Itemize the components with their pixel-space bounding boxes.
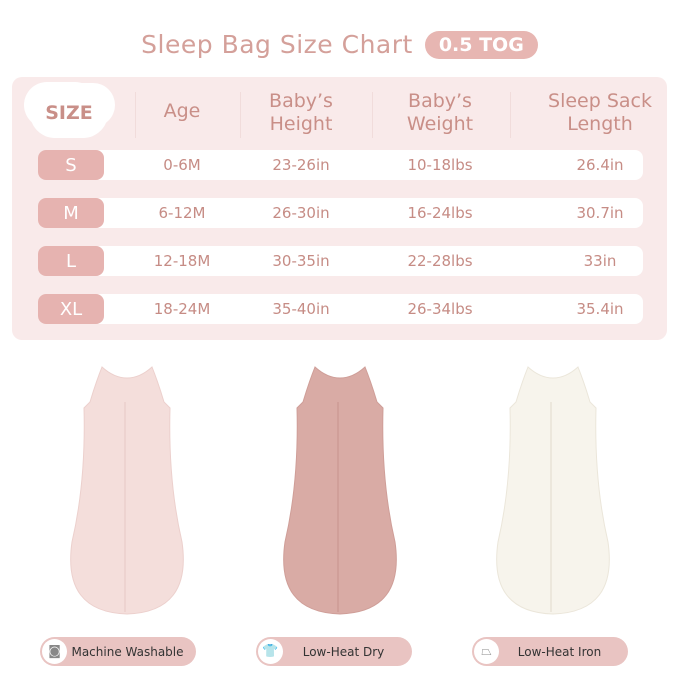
- header-line: Baby’s: [269, 90, 333, 112]
- care-machine-washable: ◙ Machine Washable: [40, 637, 196, 666]
- size-cell: M: [38, 198, 104, 228]
- size-cell: XL: [38, 294, 104, 324]
- care-low-heat-dry: 👕 Low-Heat Dry: [256, 637, 412, 666]
- height-cell: 26-30in: [272, 204, 330, 222]
- height-header: Baby’s Height: [269, 90, 333, 136]
- size-row-l: L 12-18M 30-35in 22-28lbs 33in: [38, 246, 643, 276]
- header-line: Weight: [406, 113, 474, 135]
- header-line: Length: [567, 113, 633, 135]
- care-label: Machine Washable: [71, 644, 184, 659]
- chart-title: Sleep Bag Size Chart 0.5 TOG: [0, 30, 679, 59]
- age-cell: 0-6M: [163, 156, 201, 174]
- header-line: Height: [269, 113, 333, 135]
- age-cell: 12-18M: [153, 252, 211, 270]
- size-row-m: M 6-12M 26-30in 16-24lbs 30.7in: [38, 198, 643, 228]
- height-cell: 23-26in: [272, 156, 330, 174]
- care-low-heat-iron: ⏢ Low-Heat Iron: [472, 637, 628, 666]
- divider: [240, 92, 241, 138]
- sleep-sack-light-pink: [70, 366, 184, 615]
- iron-icon: ⏢: [474, 639, 499, 664]
- height-cell: 30-35in: [272, 252, 330, 270]
- size-cell: L: [38, 246, 104, 276]
- length-cell: 26.4in: [576, 156, 624, 174]
- care-label: Low-Heat Dry: [302, 644, 385, 659]
- weight-cell: 22-28lbs: [407, 252, 473, 270]
- header-line: Baby’s: [408, 90, 472, 112]
- size-header-cloud: SIZE: [30, 88, 108, 138]
- size-header: SIZE: [45, 102, 93, 124]
- washing-machine-icon: ◙: [42, 639, 67, 664]
- divider: [510, 92, 511, 138]
- tshirt-dry-icon: 👕: [258, 639, 283, 664]
- title-text: Sleep Bag Size Chart: [141, 30, 413, 59]
- sleep-sack-mauve: [283, 366, 397, 615]
- weight-cell: 26-34lbs: [407, 300, 473, 318]
- age-header: Age: [163, 100, 201, 122]
- age-cell: 18-24M: [153, 300, 211, 318]
- divider: [135, 92, 136, 138]
- size-row-s: S 0-6M 23-26in 10-18lbs 26.4in: [38, 150, 643, 180]
- sleep-sack-cream: [496, 366, 610, 615]
- care-label: Low-Heat Iron: [517, 644, 602, 659]
- length-header: Sleep Sack Length: [548, 90, 652, 136]
- tog-badge: 0.5 TOG: [424, 30, 538, 59]
- size-row-xl: XL 18-24M 35-40in 26-34lbs 35.4in: [38, 294, 643, 324]
- age-cell: 6-12M: [158, 204, 206, 222]
- height-cell: 35-40in: [272, 300, 330, 318]
- divider: [372, 92, 373, 138]
- length-cell: 33in: [583, 252, 617, 270]
- weight-header: Baby’s Weight: [407, 90, 473, 136]
- length-cell: 35.4in: [576, 300, 624, 318]
- weight-cell: 10-18lbs: [407, 156, 473, 174]
- length-cell: 30.7in: [576, 204, 624, 222]
- header-line: Sleep Sack: [548, 90, 652, 112]
- size-cell: S: [38, 150, 104, 180]
- weight-cell: 16-24lbs: [407, 204, 473, 222]
